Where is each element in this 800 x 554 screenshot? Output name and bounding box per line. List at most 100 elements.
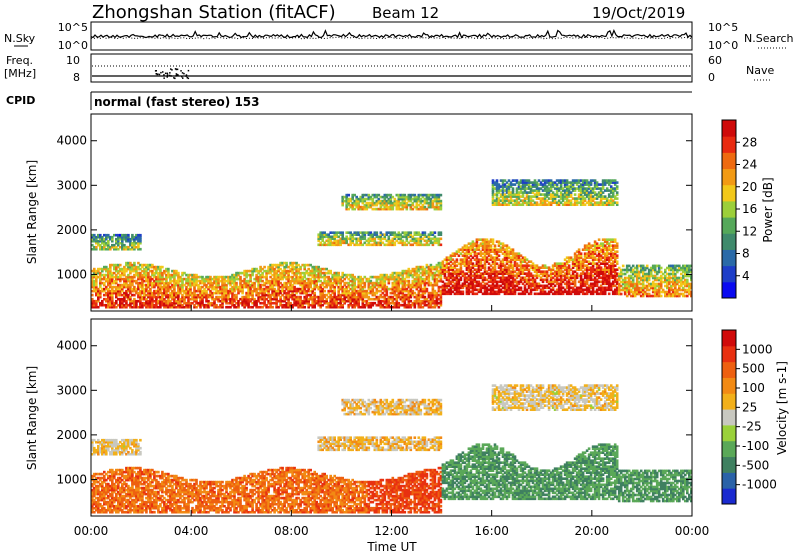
power-cell bbox=[285, 261, 288, 265]
power-cell bbox=[517, 181, 521, 184]
power-cell bbox=[341, 293, 344, 297]
power-cell bbox=[501, 179, 505, 182]
power-cell bbox=[311, 269, 314, 273]
power-cell bbox=[411, 207, 415, 211]
power-cell bbox=[465, 258, 469, 262]
power-cell bbox=[391, 285, 395, 289]
power-cell bbox=[427, 237, 431, 241]
power-cell bbox=[325, 279, 328, 283]
power-cell bbox=[387, 231, 391, 235]
power-cell bbox=[293, 287, 296, 291]
power-cell bbox=[369, 287, 373, 291]
power-cell bbox=[347, 273, 350, 277]
power-cell bbox=[127, 285, 130, 289]
power-cell bbox=[117, 277, 120, 281]
power-cell bbox=[557, 181, 561, 184]
power-cell bbox=[219, 291, 222, 295]
power-cell bbox=[251, 273, 254, 277]
power-cell bbox=[183, 297, 186, 301]
power-cell bbox=[109, 289, 112, 293]
power-cell bbox=[535, 191, 539, 194]
power-cell bbox=[521, 272, 525, 276]
power-cell bbox=[353, 283, 356, 287]
power-cell bbox=[531, 276, 535, 280]
power-cell bbox=[95, 271, 98, 275]
power-cell bbox=[555, 268, 559, 272]
power-cell bbox=[555, 278, 559, 282]
power-cell bbox=[317, 243, 320, 247]
power-cell bbox=[199, 281, 202, 285]
power-cell bbox=[243, 299, 246, 303]
power-cell bbox=[223, 297, 226, 301]
power-cell bbox=[351, 195, 354, 199]
power-cell bbox=[319, 289, 322, 293]
power-cell bbox=[93, 269, 96, 273]
power-cell bbox=[425, 195, 429, 199]
power-cell bbox=[385, 277, 389, 281]
power-cell bbox=[405, 279, 409, 283]
power-cell bbox=[111, 275, 114, 279]
power-cell bbox=[561, 179, 565, 182]
power-cell bbox=[507, 256, 511, 260]
power-cell bbox=[537, 189, 541, 192]
power-cell bbox=[455, 268, 459, 272]
power-cell bbox=[245, 283, 248, 287]
power-cell bbox=[295, 295, 298, 299]
power-cell bbox=[475, 256, 479, 260]
power-cell bbox=[421, 231, 425, 235]
power-cell bbox=[181, 271, 184, 275]
power-cell bbox=[439, 279, 443, 283]
power-cell bbox=[247, 293, 250, 297]
power-cell bbox=[363, 205, 367, 209]
power-cell bbox=[355, 277, 358, 281]
power-cell bbox=[423, 273, 427, 277]
power-cell bbox=[121, 303, 124, 307]
power-cell bbox=[183, 299, 186, 303]
power-cell bbox=[437, 293, 441, 297]
power-cell bbox=[397, 237, 401, 241]
power-cell bbox=[135, 291, 138, 295]
power-cell bbox=[365, 291, 369, 295]
power-cell bbox=[499, 284, 503, 288]
power-cell bbox=[361, 231, 365, 235]
power-cell bbox=[143, 291, 146, 295]
power-cell bbox=[201, 295, 204, 299]
power-cell bbox=[493, 203, 497, 207]
power-cell bbox=[563, 193, 567, 196]
power-cell bbox=[467, 246, 471, 250]
power-cell bbox=[437, 269, 441, 273]
power-cell bbox=[567, 199, 571, 203]
power-cell bbox=[405, 201, 409, 205]
power-cell bbox=[417, 289, 421, 293]
power-cell bbox=[95, 299, 98, 303]
power-cell bbox=[313, 299, 316, 303]
power-cell bbox=[269, 275, 272, 279]
power-cell bbox=[171, 301, 174, 305]
power-cell bbox=[513, 288, 517, 292]
power-cell bbox=[517, 201, 521, 205]
power-cell bbox=[283, 299, 286, 303]
power-cell bbox=[553, 292, 557, 296]
power-cell bbox=[163, 293, 166, 297]
power-cell bbox=[311, 301, 314, 305]
power-cell bbox=[103, 245, 106, 249]
power-cell bbox=[131, 265, 134, 269]
power-cell bbox=[187, 275, 190, 279]
power-cell bbox=[289, 295, 292, 299]
power-cell bbox=[415, 275, 419, 279]
power-cell bbox=[229, 299, 232, 303]
power-cell bbox=[295, 289, 298, 293]
power-cell bbox=[409, 197, 413, 201]
power-cell bbox=[575, 288, 579, 292]
power-cell bbox=[317, 267, 320, 271]
power-cell bbox=[221, 297, 224, 301]
power-cell bbox=[361, 295, 365, 299]
nave-point bbox=[182, 77, 184, 79]
power-cell bbox=[457, 250, 461, 254]
power-cell bbox=[133, 297, 136, 301]
power-cell bbox=[425, 281, 429, 285]
power-cell bbox=[537, 268, 541, 272]
power-cell bbox=[307, 285, 310, 289]
power-cell bbox=[389, 197, 393, 201]
power-cell bbox=[539, 187, 543, 190]
